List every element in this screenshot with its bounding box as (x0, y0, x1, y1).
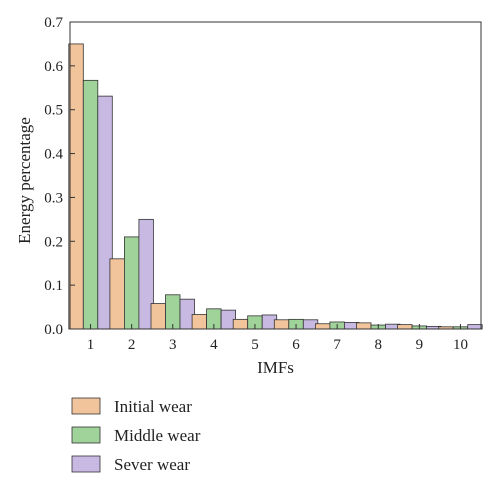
legend-label-middle-wear: Middle wear (114, 426, 201, 445)
legend-swatch-sever-wear (71, 455, 101, 473)
bar-initial-wear-imf-7 (314, 323, 331, 330)
bars-group (68, 43, 483, 330)
bar-initial-wear-imf-3 (150, 303, 166, 330)
x-tick-label: 5 (251, 337, 259, 353)
y-axis: 0.0 0.1 0.2 0.3 0.4 0.5 0.6 0.7 (44, 15, 75, 338)
bar-initial-wear-imf-2 (109, 258, 125, 330)
bar-initial-wear-imf-4 (191, 314, 208, 330)
y-tick-label: 0.3 (44, 190, 63, 206)
x-tick-label: 4 (210, 337, 218, 353)
bar-initial-wear-imf-1 (68, 43, 84, 330)
y-tick-label: 0.1 (44, 278, 63, 294)
plot-frame (69, 21, 482, 330)
x-tick-label: 2 (128, 337, 136, 353)
bar-middle-wear-imf-1 (82, 79, 99, 330)
x-tick-label: 7 (333, 337, 341, 353)
y-tick-label: 0.7 (44, 15, 63, 31)
bar-initial-wear-imf-9 (397, 324, 413, 330)
legend-swatch-middle-wear (71, 426, 101, 444)
y-tick-label: 0.2 (44, 234, 63, 250)
legend: Initial wear Middle wear Sever wear (71, 397, 201, 474)
y-tick-label: 0.4 (44, 147, 63, 163)
x-tick-label: 6 (292, 337, 300, 353)
y-tick-label: 0.0 (44, 322, 63, 338)
legend-label-sever-wear: Sever wear (114, 455, 190, 474)
y-tick-label: 0.5 (44, 103, 63, 119)
x-axis-label: IMFs (257, 358, 294, 377)
bar-initial-wear-imf-5 (232, 318, 249, 330)
bar-middle-wear-imf-3 (165, 294, 181, 330)
x-tick-label: 3 (169, 337, 177, 353)
bar-initial-wear-imf-8 (356, 322, 372, 330)
bar-sever-wear-imf-10 (467, 324, 483, 330)
bar-middle-wear-imf-2 (124, 236, 140, 330)
x-tick-label: 1 (87, 337, 95, 353)
y-tick-label: 0.6 (44, 59, 63, 75)
legend-label-initial-wear: Initial wear (114, 397, 192, 416)
x-tick-label: 9 (416, 337, 424, 353)
y-axis-label: Energy percentage (15, 117, 34, 244)
bar-initial-wear-imf-6 (273, 319, 290, 330)
x-axis: 1 2 3 4 5 6 7 8 9 10 (87, 324, 468, 353)
x-tick-label: 10 (453, 337, 468, 353)
legend-swatch-initial-wear (71, 397, 101, 415)
x-tick-label: 8 (375, 337, 383, 353)
